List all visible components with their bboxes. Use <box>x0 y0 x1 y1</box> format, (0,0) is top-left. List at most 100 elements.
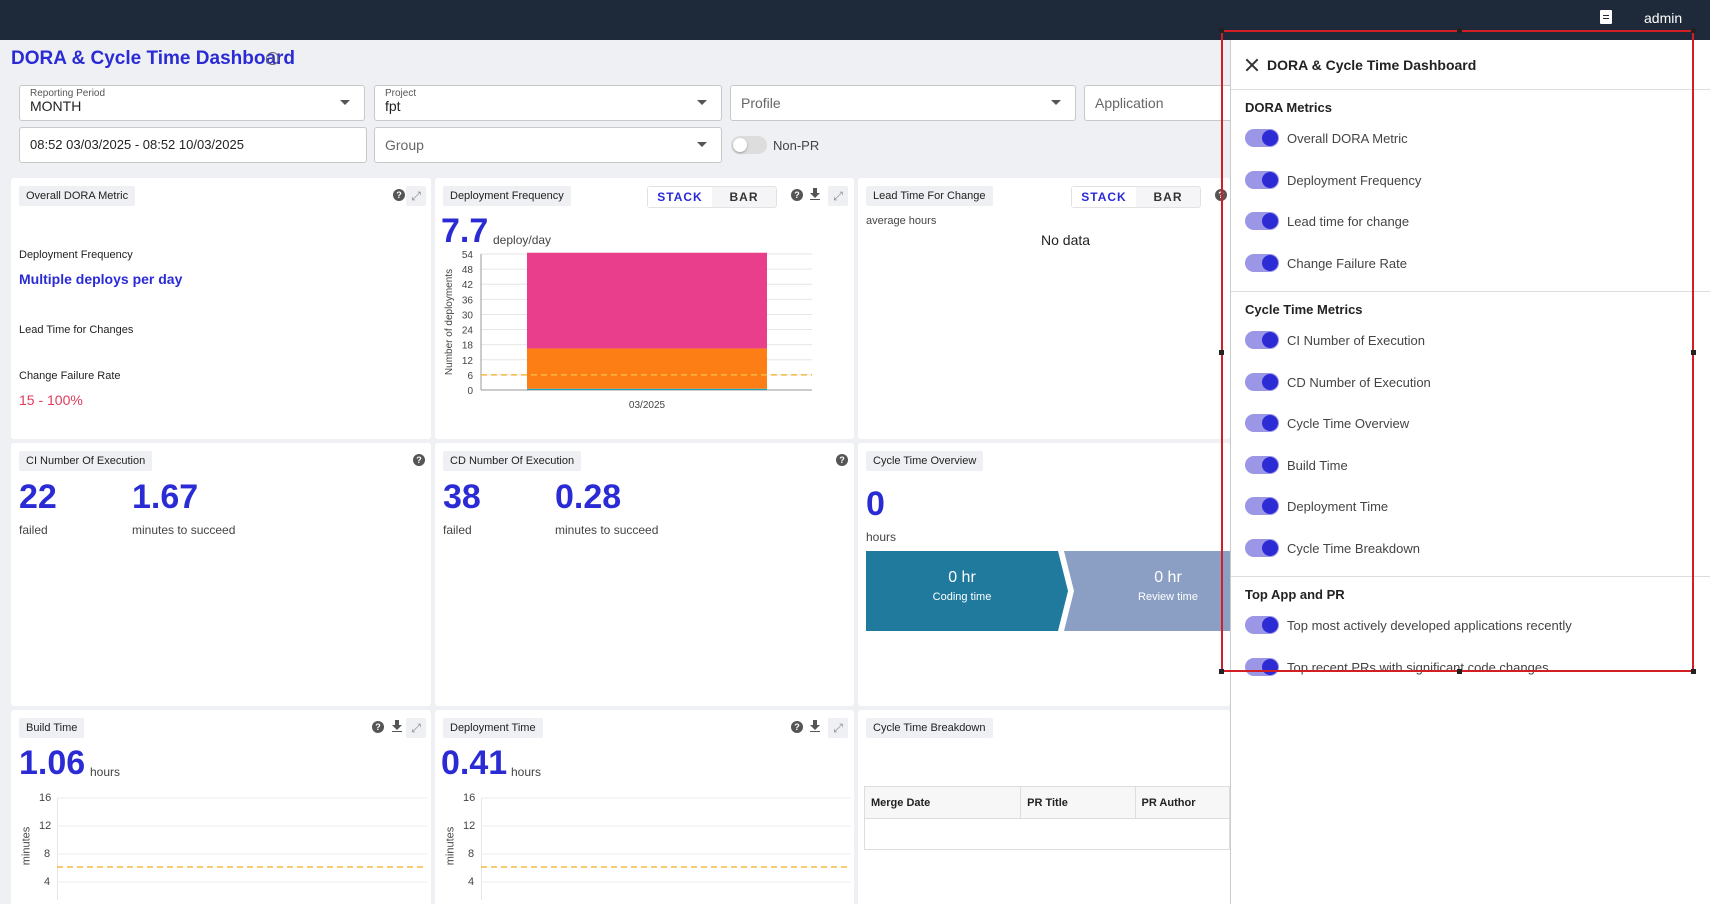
cd-minutes-number: 0.28 <box>555 478 622 516</box>
expand-icon[interactable]: ⤢ <box>406 718 426 738</box>
resize-handle[interactable] <box>1691 669 1696 674</box>
widget-toggle[interactable] <box>1245 372 1279 391</box>
bar-button[interactable]: BAR <box>729 190 759 204</box>
expand-icon[interactable]: ⤢ <box>828 186 848 206</box>
build-time-card: Build Time ? ⤢ 1.06 hours 16 12 8 4 minu… <box>11 710 431 904</box>
view-mode-toggle: STACK BAR <box>1071 186 1201 208</box>
deployment-time-unit: hours <box>511 765 542 779</box>
widget-toggle[interactable] <box>1245 616 1279 634</box>
profile-placeholder: Profile <box>741 95 781 111</box>
build-time-unit: hours <box>90 765 121 779</box>
expand-icon[interactable]: ⤢ <box>406 186 426 206</box>
resize-handle[interactable] <box>1219 28 1224 33</box>
review-time-value: 0 hr <box>1154 569 1182 586</box>
y-tick-label: 48 <box>462 265 474 276</box>
ci-failed-number: 22 <box>19 478 57 516</box>
resize-handle[interactable] <box>1457 669 1462 674</box>
resize-handle[interactable] <box>1219 350 1224 355</box>
panel-header: DORA & Cycle Time Dashboard <box>1231 40 1710 90</box>
help-icon[interactable]: ? <box>372 721 384 733</box>
ci-failed-label: failed <box>19 523 48 537</box>
download-icon[interactable] <box>391 720 403 732</box>
widget-toggle-row: Overall DORA Metric <box>1231 119 1710 161</box>
column-header[interactable]: PR Author <box>1141 797 1196 809</box>
tick-label: 4 <box>468 876 475 888</box>
widget-toggle-label: Cycle Time Overview <box>1287 416 1410 431</box>
y-tick-label: 6 <box>467 371 473 382</box>
help-icon[interactable]: ? <box>791 189 803 201</box>
cfr-label: Change Failure Rate <box>19 370 121 382</box>
deploy-freq-label: Deployment Frequency <box>19 249 133 261</box>
resize-handle[interactable] <box>1219 669 1224 674</box>
widget-toggle[interactable] <box>1245 538 1279 557</box>
deployment-time-chart <box>481 797 851 900</box>
cycle-time-overview-card: Cycle Time Overview 0 hours 0 hr Coding … <box>858 443 1230 706</box>
resize-handle[interactable] <box>1457 28 1462 33</box>
deployment-time-card: Deployment Time ? ⤢ 0.41 hours 16 12 8 4… <box>435 710 854 904</box>
pr-table: Merge Date PR Title PR Author <box>864 786 1230 850</box>
widget-toggle[interactable] <box>1245 129 1279 147</box>
cd-minutes-label: minutes to succeed <box>555 523 659 537</box>
ci-minutes-number: 1.67 <box>132 478 199 516</box>
download-icon[interactable] <box>809 188 821 200</box>
panel-title: DORA & Cycle Time Dashboard <box>1267 57 1477 73</box>
project-select[interactable]: Project fpt <box>374 85 722 121</box>
widget-toggle[interactable] <box>1245 212 1279 230</box>
y-tick-label: 30 <box>462 310 474 321</box>
y-tick-label: 24 <box>462 326 474 337</box>
deployment-frequency-card: Deployment Frequency STACK BAR ? ⤢ 7.7 d… <box>435 178 854 439</box>
widget-toggle[interactable] <box>1245 414 1279 432</box>
widget-toggle[interactable] <box>1245 253 1279 272</box>
column-header[interactable]: Merge Date <box>865 787 1022 818</box>
cycle-time-breakdown-card: Cycle Time Breakdown Merge Date PR Title… <box>858 710 1230 904</box>
widget-toggle[interactable] <box>1245 497 1279 515</box>
project-value: fpt <box>385 98 401 114</box>
profile-select[interactable]: Profile <box>730 85 1076 121</box>
tick-label: 8 <box>44 848 51 860</box>
deploy-freq-number: 7.7 <box>441 212 489 250</box>
help-icon[interactable]: ? <box>393 189 405 201</box>
reporting-period-select[interactable]: Reporting Period MONTH <box>19 85 365 121</box>
tick-label: 4 <box>44 876 51 888</box>
widget-toggle-label: CI Number of Execution <box>1287 333 1426 348</box>
download-icon[interactable] <box>809 720 821 732</box>
widget-toggle[interactable] <box>1245 331 1279 349</box>
non-pr-toggle[interactable] <box>731 136 767 154</box>
group-placeholder: Group <box>385 137 424 153</box>
tick-label: 8 <box>468 848 475 860</box>
coding-time-value: 0 hr <box>948 569 976 586</box>
overall-dora-card: Overall DORA Metric ? ⤢ Deployment Frequ… <box>11 178 431 439</box>
widget-settings-panel: DORA & Cycle Time Dashboard DORA Metrics… <box>1230 40 1710 904</box>
help-icon[interactable]: ? <box>836 454 848 466</box>
card-title: Deployment Time <box>443 718 543 738</box>
help-icon[interactable]: ? <box>791 721 803 733</box>
widget-toggle-label: Cycle Time Breakdown <box>1287 540 1420 556</box>
expand-icon[interactable]: ⤢ <box>828 718 848 738</box>
resize-handle[interactable] <box>1691 28 1696 33</box>
project-label: Project <box>385 88 417 99</box>
stack-button[interactable]: STACK <box>1072 187 1136 207</box>
bar-button[interactable]: BAR <box>1153 190 1183 204</box>
card-title: Overall DORA Metric <box>19 186 136 206</box>
tick-label: 12 <box>463 820 476 832</box>
document-icon[interactable] <box>1600 10 1612 24</box>
widget-toggle[interactable] <box>1245 170 1279 189</box>
ci-minutes-label: minutes to succeed <box>132 523 236 537</box>
widget-toggle-row: CD Number of Execution <box>1231 363 1710 405</box>
column-header[interactable]: PR Title <box>1021 787 1136 818</box>
user-menu[interactable]: admin <box>1644 10 1683 26</box>
help-icon[interactable]: ? <box>413 454 425 466</box>
coding-time-label: Coding time <box>932 591 992 603</box>
reporting-period-value: MONTH <box>30 98 82 114</box>
info-icon[interactable]: i <box>266 52 279 65</box>
widget-toggle[interactable] <box>1245 455 1279 474</box>
group-select[interactable]: Group <box>374 127 722 163</box>
widget-toggle-row: Cycle Time Overview <box>1231 404 1710 446</box>
page-title: DORA & Cycle Time Dashboard <box>11 48 296 69</box>
cfr-value: 15 - 100% <box>19 392 83 408</box>
resize-handle[interactable] <box>1691 350 1696 355</box>
x-tick-label: 03/2025 <box>629 400 666 411</box>
application-select[interactable]: Application <box>1084 85 1230 121</box>
stack-button[interactable]: STACK <box>648 187 712 207</box>
date-range-input[interactable]: 08:52 03/03/2025 - 08:52 10/03/2025 <box>19 127 367 163</box>
